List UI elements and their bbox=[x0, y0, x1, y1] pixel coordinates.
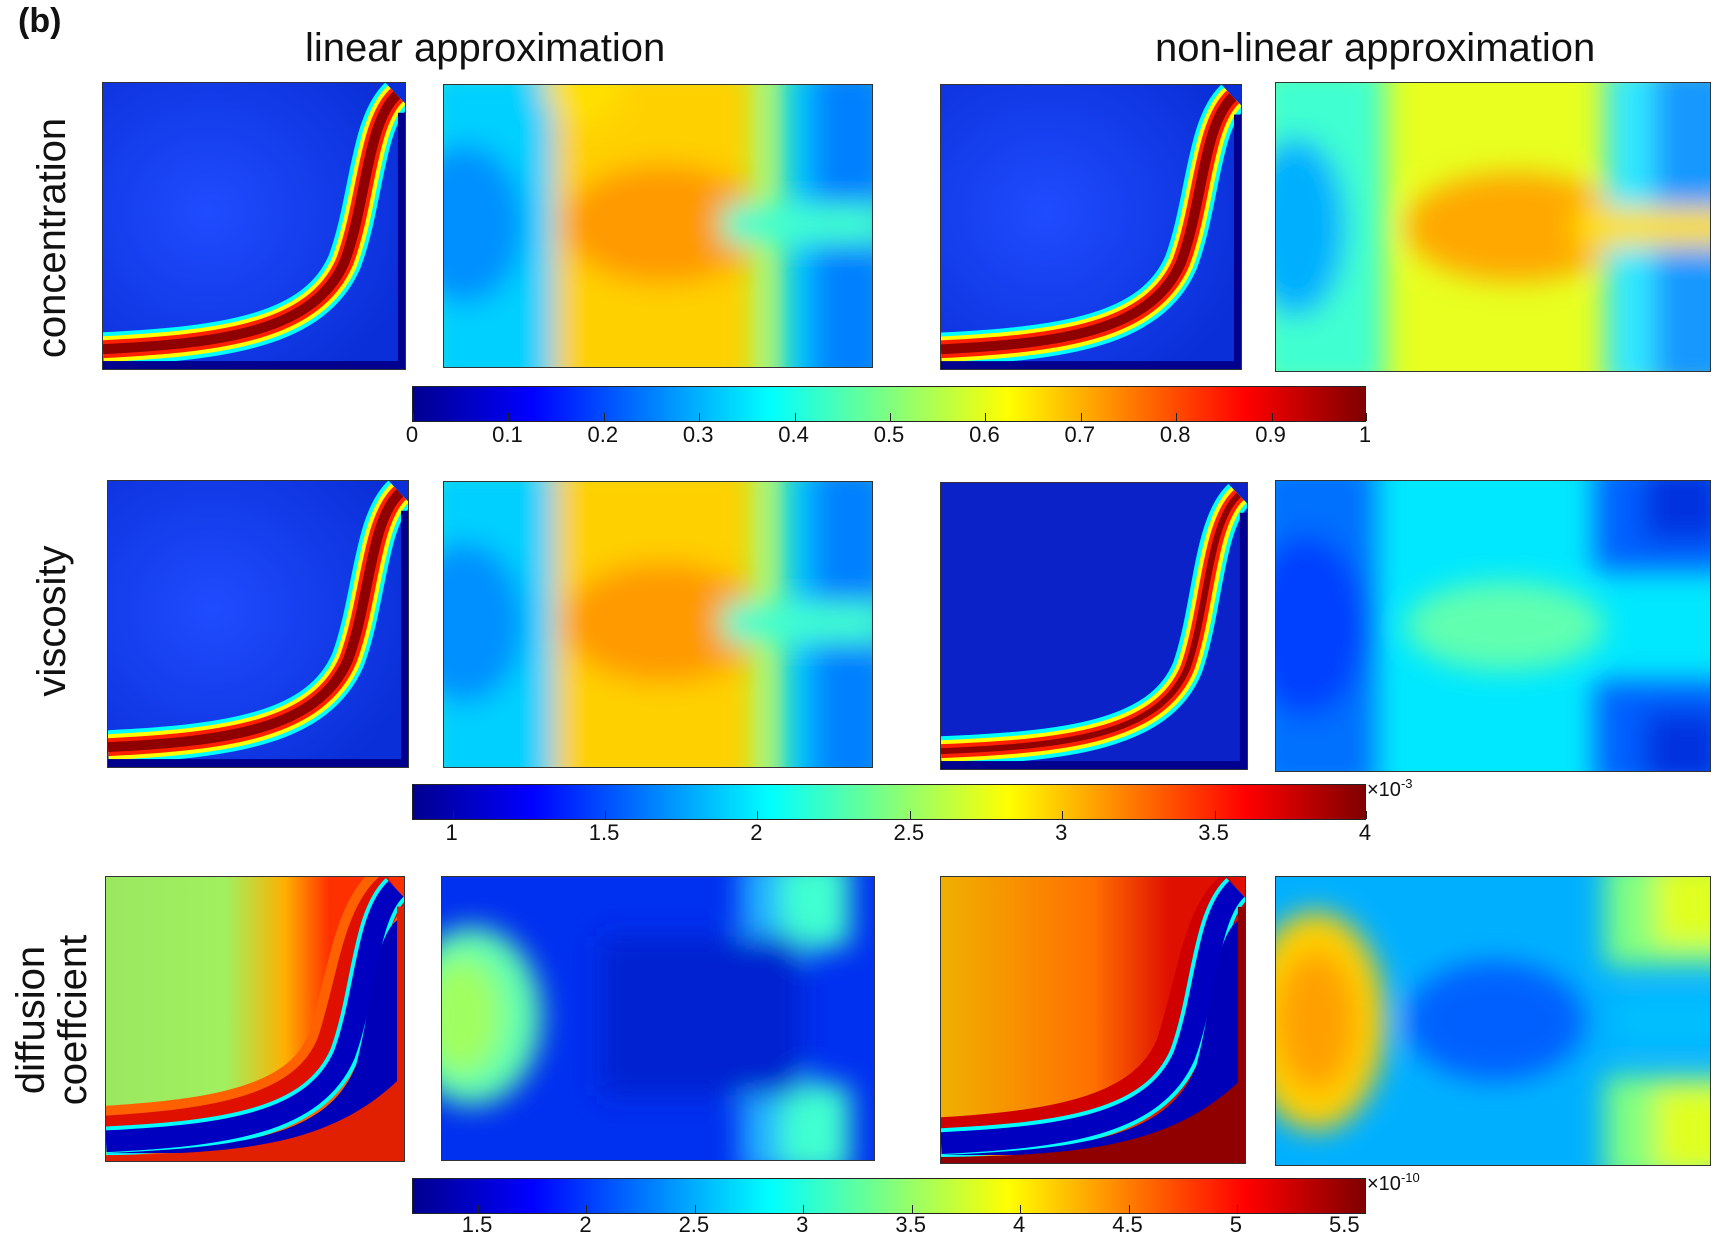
diffusion-colorbar bbox=[412, 1178, 1366, 1214]
colorbar-tick-label: 3 bbox=[1055, 820, 1068, 845]
colorbar-tick-label: 0.3 bbox=[682, 422, 714, 447]
colorbar-tick bbox=[803, 1205, 805, 1213]
colorbar-tick-label: 1 bbox=[1358, 422, 1372, 447]
diffusion-colorbar-tick-labels: 1.5 2 2.5 3 3.5 4 4.5 5 5.5 bbox=[412, 1212, 1366, 1238]
colorbar-tick-label: 1 bbox=[445, 820, 458, 845]
colorbar-tick-label: 3 bbox=[796, 1212, 809, 1237]
colorbar-tick bbox=[1271, 413, 1273, 421]
colorbar-tick-label: 1.5 bbox=[588, 820, 620, 845]
colorbar-tick bbox=[1366, 413, 1367, 421]
colorbar-tick-label: 1.5 bbox=[461, 1212, 493, 1237]
colorbar-tick bbox=[1062, 811, 1064, 819]
viscosity-colorbar-tick-labels: 1 1.5 2 2.5 3 3.5 4 bbox=[412, 820, 1371, 850]
column-title-linear: linear approximation bbox=[305, 26, 666, 70]
colorbar-tick-label: 0.6 bbox=[969, 422, 1000, 447]
colorbar-tick bbox=[508, 413, 510, 421]
colorbar-tick-label: 5 bbox=[1229, 1212, 1243, 1237]
colorbar-tick-label: 0.7 bbox=[1064, 422, 1096, 447]
colorbar-tick-label: 4 bbox=[1358, 820, 1372, 845]
row-title-viscosity: viscosity bbox=[30, 545, 74, 697]
colorbar-tick bbox=[1345, 1205, 1347, 1213]
concentration-linear-channel-plot bbox=[102, 82, 406, 370]
column-title-nonlinear: non-linear approximation bbox=[1155, 26, 1596, 70]
colorbar-tick-label: 0.9 bbox=[1255, 422, 1286, 447]
diffusion-nonlinear-cross-section-plot bbox=[1275, 876, 1711, 1166]
panel-label: (b) bbox=[18, 2, 62, 40]
colorbar-tick-label: 2 bbox=[750, 820, 763, 845]
viscosity-linear-channel-plot bbox=[107, 480, 409, 768]
colorbar-tick bbox=[1176, 413, 1178, 421]
colorbar-tick bbox=[909, 811, 911, 819]
colorbar-tick bbox=[1020, 1205, 1022, 1213]
viscosity-nonlinear-channel-plot bbox=[940, 482, 1248, 770]
colorbar-tick-label: 0.1 bbox=[492, 422, 523, 447]
row-title-line-1: diffusion bbox=[9, 945, 53, 1095]
colorbar-tick-label: 2.5 bbox=[678, 1212, 710, 1237]
viscosity-nonlinear-cross-section-plot bbox=[1275, 480, 1711, 772]
colorbar-tick-label: 4.5 bbox=[1112, 1212, 1143, 1237]
colorbar-tick bbox=[694, 1205, 696, 1213]
colorbar-tick-label: 2 bbox=[579, 1212, 592, 1237]
concentration-nonlinear-channel-plot bbox=[940, 84, 1242, 370]
colorbar-tick-label: 5.5 bbox=[1329, 1212, 1360, 1237]
colorbar-tick bbox=[1128, 1205, 1130, 1213]
concentration-colorbar-tick-labels: 0 0.1 0.2 0.3 0.4 0.5 0.6 0.7 0.8 0.9 1 bbox=[406, 422, 1371, 452]
concentration-nonlinear-cross-section-plot bbox=[1275, 82, 1711, 372]
colorbar-tick-label: 0.8 bbox=[1159, 422, 1191, 447]
colorbar-tick bbox=[586, 1205, 588, 1213]
colorbar-tick bbox=[1366, 811, 1367, 819]
colorbar-tick bbox=[985, 413, 987, 421]
viscosity-linear-cross-section-plot bbox=[443, 481, 873, 768]
colorbar-tick-label: 4 bbox=[1012, 1212, 1026, 1237]
diffusion-linear-cross-section-plot bbox=[441, 876, 875, 1161]
row-title-diffusion-coefficient: diffusion coeffcient bbox=[9, 934, 95, 1106]
colorbar-tick bbox=[911, 1205, 913, 1213]
colorbar-tick bbox=[1214, 811, 1216, 819]
colorbar-tick bbox=[1080, 413, 1082, 421]
row-title-line-2: coeffcient bbox=[51, 934, 95, 1106]
diffusion-colorbar-exponent: ×10-10 bbox=[1367, 1170, 1420, 1195]
viscosity-colorbar-exponent: ×10-3 bbox=[1367, 776, 1413, 801]
concentration-colorbar bbox=[412, 386, 1367, 422]
colorbar-tick bbox=[452, 811, 454, 819]
colorbar-tick-label: 0.4 bbox=[778, 422, 809, 447]
colorbar-tick-label: 3.5 bbox=[1198, 820, 1229, 845]
colorbar-tick-label: 3.5 bbox=[895, 1212, 926, 1237]
colorbar-tick-label: 2.5 bbox=[893, 820, 925, 845]
colorbar-tick bbox=[478, 1205, 480, 1213]
colorbar-tick bbox=[413, 413, 414, 421]
row-title-concentration: concentration bbox=[30, 117, 74, 359]
colorbar-tick-label: 0 bbox=[405, 422, 419, 447]
colorbar-tick-label: 0.5 bbox=[873, 422, 905, 447]
colorbar-tick bbox=[890, 413, 891, 421]
colorbar-tick bbox=[603, 413, 605, 421]
colorbar-tick-label: 0.2 bbox=[587, 422, 619, 447]
colorbar-tick bbox=[757, 811, 759, 819]
colorbar-tick bbox=[794, 413, 796, 421]
diffusion-nonlinear-channel-plot bbox=[940, 876, 1246, 1164]
colorbar-tick bbox=[605, 811, 607, 819]
concentration-linear-cross-section-plot bbox=[443, 84, 873, 368]
colorbar-tick bbox=[1236, 1205, 1238, 1213]
diffusion-linear-channel-plot bbox=[105, 876, 405, 1162]
viscosity-colorbar bbox=[412, 784, 1367, 820]
colorbar-tick bbox=[699, 413, 701, 421]
